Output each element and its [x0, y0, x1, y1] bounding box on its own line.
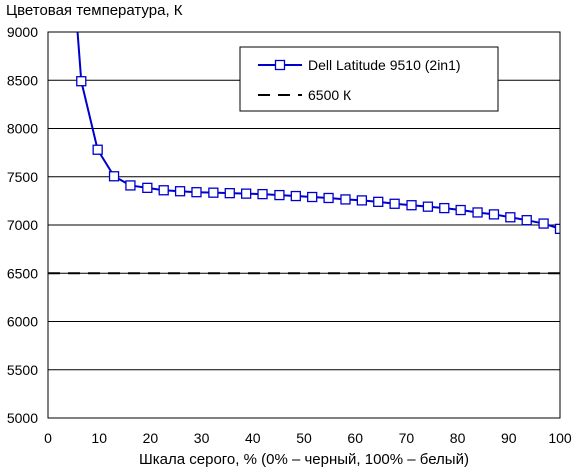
data-point — [340, 194, 351, 205]
y-tick-label: 5000 — [7, 410, 38, 426]
y-tick-label: 7500 — [7, 169, 38, 185]
data-point — [158, 185, 169, 196]
y-tick-label: 6000 — [7, 314, 38, 330]
data-point — [521, 215, 532, 226]
data-point — [290, 190, 301, 202]
legend-label-6500: 6500 К — [308, 87, 352, 103]
data-point — [389, 198, 400, 209]
x-tick-label: 30 — [194, 430, 210, 446]
data-point — [92, 144, 103, 155]
data-point — [488, 209, 500, 220]
data-point — [307, 191, 318, 203]
data-series — [76, 32, 560, 235]
x-tick-label: 20 — [143, 430, 159, 446]
data-point — [208, 187, 219, 198]
data-point — [224, 188, 235, 199]
data-point — [505, 212, 516, 223]
data-point — [191, 187, 202, 198]
y-tick-label: 7000 — [7, 217, 38, 233]
y-tick-label: 9000 — [7, 24, 38, 40]
y-tick-label: 5500 — [7, 362, 38, 378]
data-point — [356, 195, 368, 206]
legend-label-dell: Dell Latitude 9510 (2in1) — [308, 57, 461, 73]
data-point — [125, 180, 136, 191]
legend-box — [239, 46, 499, 112]
x-tick-label: 60 — [347, 430, 363, 446]
grid-lines — [48, 79, 560, 371]
data-point — [240, 188, 252, 199]
x-tick-label: 80 — [450, 430, 466, 446]
data-point — [257, 188, 268, 200]
x-tick-label: 70 — [399, 430, 415, 446]
data-point — [472, 207, 483, 218]
data-point — [373, 196, 384, 207]
x-tick-label: 40 — [245, 430, 261, 446]
y-tick-label: 6500 — [7, 265, 38, 281]
data-point — [323, 192, 334, 204]
legend-marker-dell — [274, 59, 286, 71]
data-point — [554, 223, 560, 235]
data-point — [455, 204, 466, 216]
x-axis-title: Шкала серого, % (0% – черный, 100% – бел… — [139, 451, 469, 468]
x-tick-label: 50 — [296, 430, 312, 446]
data-point — [142, 182, 153, 193]
x-tick-label: 0 — [44, 430, 52, 446]
x-tick-label: 100 — [548, 430, 572, 446]
x-tick-labels: 0 10 20 30 40 50 60 70 80 90 100 — [44, 430, 572, 446]
data-point — [174, 186, 186, 197]
x-tick-label: 10 — [91, 430, 107, 446]
data-point — [538, 218, 549, 229]
y-tick-label: 8500 — [7, 72, 38, 88]
y-tick-label: 8000 — [7, 121, 38, 137]
data-point — [76, 76, 87, 87]
data-point — [439, 202, 450, 214]
x-tick-label: 90 — [501, 430, 517, 446]
y-tick-labels: 5000 5500 6000 6500 7000 7500 8000 8500 9000 — [7, 24, 38, 426]
plot-frame — [47, 31, 561, 419]
data-point — [406, 200, 417, 211]
y-axis-title: Цветовая температура, К — [6, 2, 183, 19]
legend: Dell Latitude 9510 (2in1) 6500 К — [239, 46, 499, 112]
data-point — [422, 201, 434, 212]
data-point — [108, 171, 120, 182]
data-point — [274, 189, 285, 201]
